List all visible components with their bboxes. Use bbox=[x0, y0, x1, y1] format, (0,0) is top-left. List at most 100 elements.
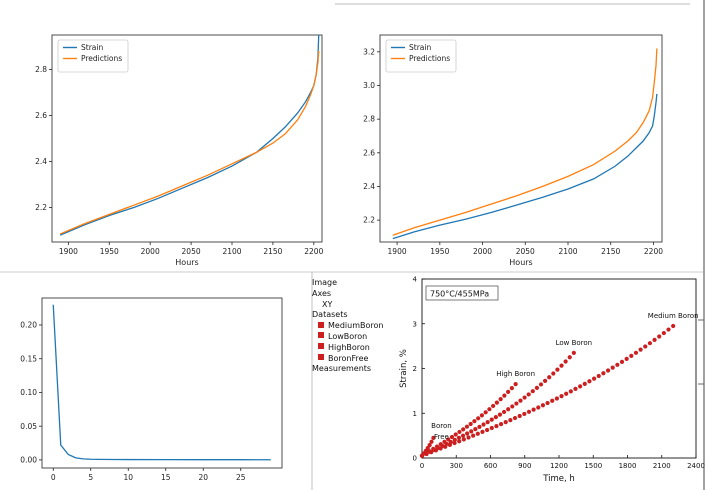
data-point-low-boron bbox=[555, 367, 560, 372]
y-tick-label: 1 bbox=[413, 410, 417, 418]
plot-frame bbox=[41, 297, 283, 469]
y-tick-label: 4 bbox=[413, 276, 418, 284]
tree-item[interactable]: XY bbox=[312, 300, 412, 311]
x-tick-label: 5 bbox=[88, 473, 93, 482]
data-point-medium-boron bbox=[489, 425, 494, 431]
x-tick-label: 20 bbox=[198, 473, 208, 482]
data-point-high-boron bbox=[494, 400, 499, 405]
data-point-boron-free bbox=[425, 446, 430, 451]
data-point-medium-boron bbox=[643, 344, 648, 349]
y-tick-label: 2.4 bbox=[363, 182, 375, 191]
tree-item[interactable]: MediumBoron bbox=[312, 321, 412, 332]
data-point-medium-boron bbox=[671, 323, 676, 329]
dataset-tree-panel: Image Axes XY Datasets MediumBoron LowBoron Hi… bbox=[312, 278, 412, 478]
x-tick-label: 1950 bbox=[100, 247, 119, 256]
x-tick-label: 0 bbox=[420, 462, 424, 470]
data-point-high-boron bbox=[453, 432, 458, 437]
tree-item[interactable]: BoronFree bbox=[312, 354, 412, 365]
x-tick-label: 1200 bbox=[550, 462, 568, 470]
data-point-medium-boron bbox=[638, 347, 643, 352]
data-point-low-boron bbox=[506, 407, 511, 412]
tree-item[interactable]: Datasets bbox=[312, 310, 412, 321]
plot-frame bbox=[51, 34, 323, 243]
data-point-medium-boron bbox=[512, 415, 518, 421]
data-point-high-boron bbox=[449, 434, 455, 440]
y-tick-label: 2.2 bbox=[363, 216, 375, 225]
data-point-low-boron bbox=[452, 437, 457, 442]
data-point-high-boron bbox=[442, 439, 447, 444]
data-point-high-boron bbox=[509, 386, 514, 391]
data-point-medium-boron bbox=[596, 373, 601, 379]
data-point-high-boron bbox=[446, 437, 451, 442]
tree-item[interactable]: HighBoron bbox=[312, 343, 412, 354]
data-point-medium-boron bbox=[480, 429, 485, 434]
red-square-icon bbox=[318, 343, 324, 350]
tree-item[interactable]: LowBoron bbox=[312, 332, 412, 343]
data-point-medium-boron bbox=[624, 356, 629, 361]
data-point-high-boron bbox=[483, 410, 488, 415]
data-point-medium-boron bbox=[536, 405, 541, 410]
data-point-medium-boron bbox=[582, 381, 587, 386]
tree-item-label: Measurements bbox=[312, 364, 372, 374]
legend-entry: Predictions bbox=[81, 54, 122, 63]
data-point-medium-boron bbox=[526, 409, 532, 414]
tree-item-label: Axes bbox=[312, 288, 332, 298]
data-point-low-boron bbox=[538, 382, 544, 387]
data-point-high-boron bbox=[431, 446, 436, 451]
data-point-high-boron bbox=[476, 416, 481, 421]
tree-item[interactable]: Axes bbox=[312, 289, 412, 300]
data-point-low-boron bbox=[469, 429, 474, 434]
legend: Strain Predictions bbox=[57, 39, 129, 73]
tree-item[interactable]: Image bbox=[312, 278, 412, 289]
data-point-low-boron bbox=[456, 435, 462, 440]
x-axis-label: Time, h bbox=[542, 474, 575, 484]
y-tick-label: 2.6 bbox=[363, 148, 375, 157]
x-tick-label: 15 bbox=[161, 473, 171, 482]
data-point-low-boron bbox=[534, 385, 540, 390]
x-tick-label: 2200 bbox=[644, 247, 663, 256]
y-tick-label: 2.4 bbox=[35, 157, 47, 166]
data-point-medium-boron bbox=[522, 411, 527, 417]
data-point-low-boron bbox=[551, 371, 556, 376]
data-point-low-boron bbox=[497, 412, 503, 417]
data-point-high-boron bbox=[487, 407, 492, 412]
data-point-high-boron bbox=[472, 419, 477, 424]
data-point-medium-boron bbox=[652, 337, 657, 342]
x-tick-label: 2100 bbox=[653, 462, 671, 470]
data-point-low-boron bbox=[563, 359, 568, 364]
data-point-low-boron bbox=[481, 422, 486, 427]
data-point-medium-boron bbox=[475, 431, 480, 436]
data-point-medium-boron bbox=[545, 400, 550, 406]
tree-item[interactable]: Measurements bbox=[312, 364, 412, 375]
data-point-low-boron bbox=[501, 409, 507, 415]
data-point-medium-boron bbox=[657, 334, 662, 339]
data-point-medium-boron bbox=[578, 384, 583, 389]
data-point-high-boron bbox=[498, 397, 503, 402]
plot-frame bbox=[379, 34, 663, 243]
data-point-medium-boron bbox=[508, 418, 513, 423]
chart-strain-vs-predictions-left: 1900 1950 2000 2050 2100 2150 2200 2.2 2.4 2.6 2.8… bbox=[35, 34, 324, 267]
series-label: Free bbox=[434, 433, 449, 441]
x-tick-label: 1900 bbox=[59, 247, 78, 256]
series-line-data bbox=[52, 304, 271, 461]
chart-decay-curve: 0 5 10 15 20 25 0.00 0.05 0.10 0.15 0.20 bbox=[20, 297, 283, 482]
x-tick-label: 25 bbox=[236, 473, 246, 482]
x-tick-label: 2050 bbox=[516, 247, 535, 256]
data-point-low-boron bbox=[477, 424, 482, 429]
data-point-medium-boron bbox=[633, 350, 639, 355]
red-square-icon bbox=[318, 354, 324, 361]
data-point-low-boron bbox=[547, 375, 552, 380]
data-point-medium-boron bbox=[485, 427, 490, 433]
data-point-low-boron bbox=[473, 427, 478, 432]
data-point-boron-free bbox=[431, 435, 436, 440]
data-point-medium-boron bbox=[605, 368, 611, 373]
x-tick-label: 1950 bbox=[430, 247, 449, 256]
y-tick-label: 3 bbox=[413, 320, 417, 328]
data-point-high-boron bbox=[427, 449, 432, 454]
data-point-medium-boron bbox=[629, 353, 634, 358]
data-point-high-boron bbox=[464, 424, 470, 429]
series-line-strain bbox=[392, 93, 658, 240]
x-tick-label: 1500 bbox=[584, 462, 602, 470]
data-point-medium-boron bbox=[615, 362, 620, 367]
